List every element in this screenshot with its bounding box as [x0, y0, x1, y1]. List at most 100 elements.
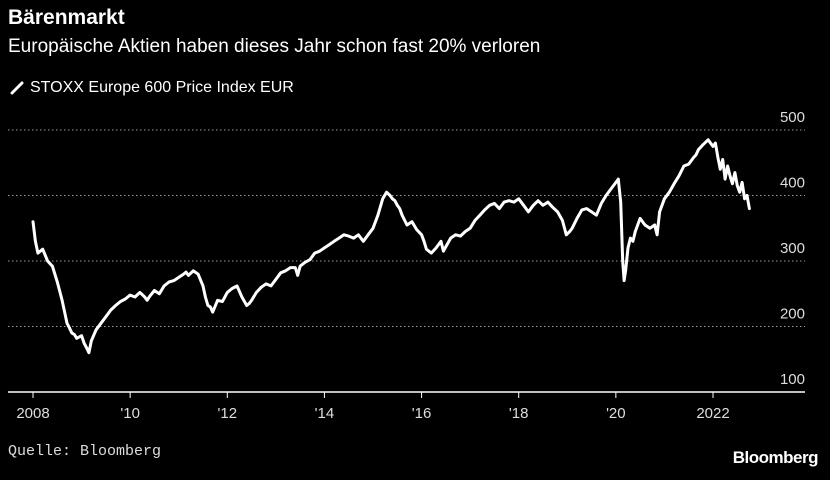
data-point	[192, 269, 195, 272]
data-point	[687, 162, 690, 166]
data-point	[721, 158, 724, 161]
data-point	[517, 197, 520, 200]
chart-title: Bärenmarkt	[8, 6, 125, 29]
data-point	[245, 304, 248, 307]
data-point	[34, 240, 37, 243]
x-tick-label: '18	[509, 405, 529, 422]
data-point	[187, 274, 190, 277]
data-point	[109, 308, 112, 312]
data-point	[692, 156, 695, 159]
data-point	[184, 270, 188, 274]
data-point	[51, 265, 54, 268]
data-point	[85, 346, 88, 349]
data-point	[99, 322, 103, 325]
data-point	[736, 184, 739, 187]
data-point	[522, 204, 525, 207]
data-point	[706, 138, 710, 141]
data-point	[546, 200, 550, 204]
data-point	[318, 250, 321, 253]
data-point	[422, 240, 426, 243]
data-point	[167, 280, 171, 284]
data-point	[733, 171, 737, 174]
data-point	[677, 174, 681, 177]
data-point	[622, 279, 626, 282]
data-point	[398, 207, 401, 210]
data-point	[172, 279, 176, 282]
data-point	[536, 199, 540, 202]
data-point	[723, 177, 727, 181]
data-point	[575, 217, 579, 220]
data-point	[420, 233, 423, 236]
data-point	[196, 272, 200, 276]
data-point	[738, 191, 741, 194]
data-point	[702, 143, 705, 146]
data-point	[570, 227, 574, 230]
chart-subtitle: Europäische Aktien haben dieses Jahr sch…	[8, 36, 541, 57]
data-point	[743, 197, 746, 200]
legend-label: STOXX Europe 600 Price Index EUR	[30, 79, 294, 96]
data-point	[323, 246, 326, 250]
x-tick-label: '16	[412, 405, 432, 422]
data-point	[240, 295, 244, 299]
series-line-stoxx-europe-600	[31, 138, 751, 355]
data-point	[561, 219, 564, 222]
y-tick-label: 300	[780, 240, 805, 257]
data-point	[449, 236, 452, 240]
x-tick-label: '14	[315, 405, 335, 422]
data-point	[114, 304, 117, 307]
data-point	[580, 208, 584, 212]
data-point	[527, 210, 530, 214]
series-layer	[31, 138, 751, 355]
data-point	[626, 246, 630, 250]
data-point	[391, 197, 394, 200]
data-point	[381, 197, 384, 200]
source-note: Quelle: Bloomberg	[8, 443, 162, 460]
data-point	[748, 207, 751, 210]
data-point	[177, 276, 180, 279]
data-point	[337, 236, 341, 240]
data-point	[36, 251, 40, 255]
data-point	[648, 227, 652, 230]
data-point	[255, 291, 258, 294]
data-point	[328, 243, 331, 246]
data-point	[556, 210, 559, 214]
data-point	[342, 233, 346, 236]
data-point	[298, 265, 302, 268]
y-tick-label: 400	[780, 175, 805, 192]
data-point	[619, 200, 622, 204]
data-point	[94, 328, 98, 331]
data-point	[551, 206, 554, 209]
y-tick-label: 100	[780, 371, 805, 388]
data-point	[274, 278, 278, 281]
data-point	[357, 233, 360, 236]
data-point	[595, 214, 598, 217]
legend: STOXX Europe 600 Price Index EUR	[10, 79, 294, 97]
data-point	[204, 295, 207, 299]
data-point	[221, 300, 224, 303]
data-point	[68, 326, 71, 329]
data-point	[104, 315, 108, 318]
data-point	[31, 220, 35, 223]
data-point	[585, 207, 588, 210]
data-point	[153, 289, 156, 292]
x-tick-label: '20	[606, 405, 626, 422]
data-point	[396, 204, 399, 207]
data-point	[697, 148, 700, 151]
data-point	[507, 199, 511, 202]
data-point	[289, 266, 292, 269]
data-point	[209, 305, 212, 309]
data-point	[60, 299, 64, 302]
data-point	[631, 240, 635, 243]
data-point	[672, 182, 676, 185]
data-point	[415, 228, 418, 231]
data-point	[609, 187, 613, 191]
data-point	[731, 182, 734, 185]
data-point	[425, 248, 428, 251]
data-point	[82, 341, 86, 345]
data-point	[694, 153, 698, 157]
data-point	[201, 284, 205, 288]
data-point	[393, 199, 397, 202]
data-point	[655, 233, 659, 236]
data-point	[182, 272, 185, 276]
x-tick-label: 2008	[16, 405, 49, 422]
